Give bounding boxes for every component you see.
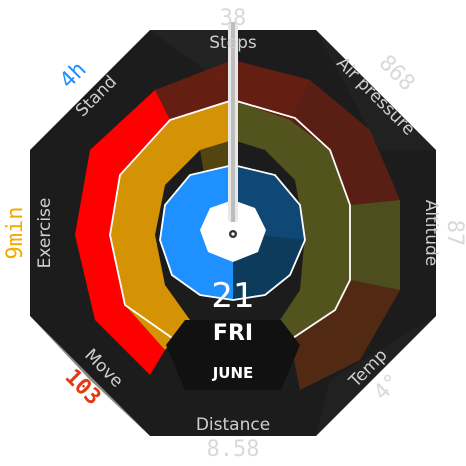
move-ring (75, 90, 170, 375)
date-band (166, 320, 300, 390)
distance-label[interactable]: Distance (196, 415, 270, 435)
ring-outline-outer (109, 99, 351, 351)
hub-pin-center (231, 232, 235, 236)
bezel-facets (30, 30, 436, 436)
stand-ring-fill (160, 165, 233, 300)
steps-label[interactable]: Steps (209, 33, 257, 53)
altitude-inner-ring (233, 100, 350, 340)
distance-value[interactable]: 8.58 (207, 437, 260, 462)
air-pressure-ring (290, 80, 400, 205)
ring-outline-inner (159, 164, 306, 301)
date-day: 21 (211, 276, 254, 316)
date-month: JUNE (212, 364, 254, 382)
stand-value[interactable]: 4h (55, 57, 91, 93)
temp-ring (290, 280, 400, 390)
steps-value[interactable]: 38 (220, 6, 247, 31)
exercise-label[interactable]: Exercise (35, 198, 55, 269)
altitude-label[interactable]: Altitude (421, 200, 441, 266)
exercise-ring (110, 100, 233, 350)
altitude-value[interactable]: 87 (442, 220, 466, 247)
exercise-value[interactable]: 9min (3, 207, 28, 260)
altitude-ring (350, 200, 400, 290)
clock-hand-shadow (231, 22, 235, 222)
date-weekday: FRI (213, 321, 253, 346)
